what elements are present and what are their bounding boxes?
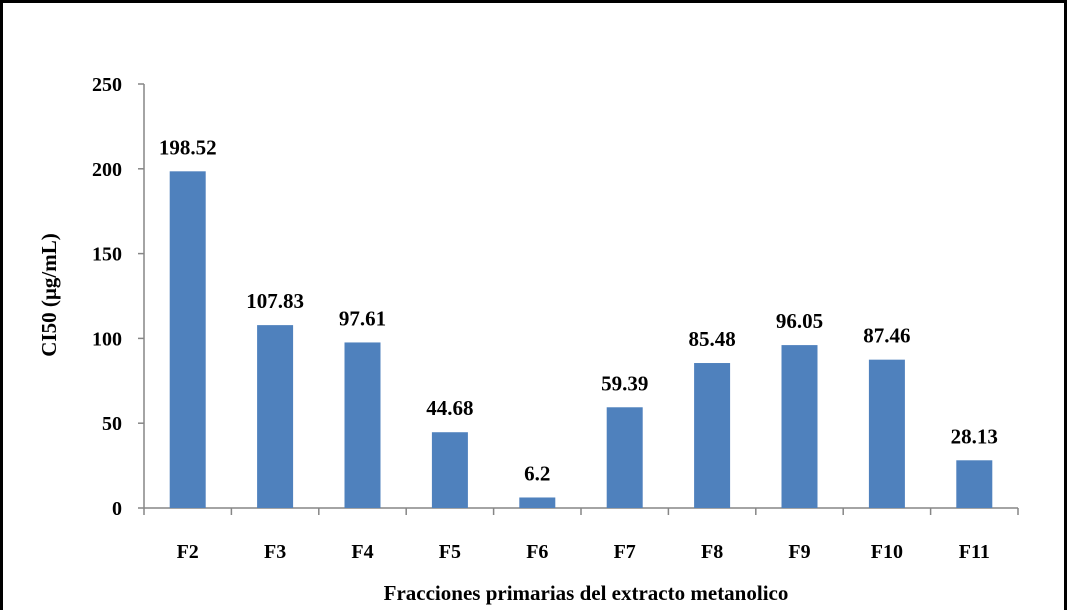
x-tick-label-f7: F7 xyxy=(614,541,636,563)
data-label-f4: 97.61 xyxy=(339,306,386,330)
y-tick-label: 250 xyxy=(92,74,122,96)
bar-f5 xyxy=(431,432,468,508)
bar-f2 xyxy=(169,171,206,509)
x-tick-label-f8: F8 xyxy=(701,541,723,563)
data-label-f11: 28.13 xyxy=(951,424,998,448)
y-axis-title: CI50 (µg/mL) xyxy=(37,233,61,357)
axes: 0 50 100 150 200 250 F2 F3 F4 F5 F6 F7 F8 F9 F10 F11 xyxy=(92,74,1019,563)
x-axis-title: Fracciones primarias del extracto metano… xyxy=(384,581,789,605)
data-label-f7: 59.39 xyxy=(601,371,648,395)
bar-f9 xyxy=(781,345,818,508)
bar-f3 xyxy=(257,325,294,508)
x-tick-label-f2: F2 xyxy=(177,541,199,563)
bar-f8 xyxy=(694,363,731,508)
x-tick-label-f11: F11 xyxy=(959,541,990,563)
bar-f4 xyxy=(344,342,381,508)
bar-chart: 0 50 100 150 200 250 F2 F3 F4 F5 F6 F7 F8 F9 F10 F11 19… xyxy=(37,74,1019,605)
x-tick-label-f6: F6 xyxy=(526,541,548,563)
bar-f7 xyxy=(606,407,643,508)
bar-f6 xyxy=(519,497,556,508)
data-label-f6: 6.2 xyxy=(524,461,550,485)
data-label-f3: 107.83 xyxy=(246,289,304,313)
x-tick-label-f9: F9 xyxy=(788,541,810,563)
data-label-f2: 198.52 xyxy=(159,135,217,159)
x-tick-label-f5: F5 xyxy=(439,541,461,563)
y-tick-label: 100 xyxy=(92,328,122,350)
data-label-f5: 44.68 xyxy=(426,396,473,420)
x-tick-label-f4: F4 xyxy=(351,541,373,563)
bars xyxy=(169,171,993,509)
bar-f11 xyxy=(956,460,993,508)
x-tick-label-f3: F3 xyxy=(264,541,286,563)
data-label-f8: 85.48 xyxy=(688,327,735,351)
y-tick-label: 50 xyxy=(102,413,122,435)
y-tick-label: 200 xyxy=(92,159,122,181)
data-label-f9: 96.05 xyxy=(776,309,823,333)
data-label-f10: 87.46 xyxy=(863,324,910,348)
x-tick-label-f10: F10 xyxy=(871,541,903,563)
data-labels: 198.52 107.83 97.61 44.68 6.2 59.39 85.48 96.05… xyxy=(159,135,998,485)
bar-f10 xyxy=(868,359,905,508)
y-tick-label: 0 xyxy=(112,498,122,520)
y-tick-label: 150 xyxy=(92,244,122,266)
